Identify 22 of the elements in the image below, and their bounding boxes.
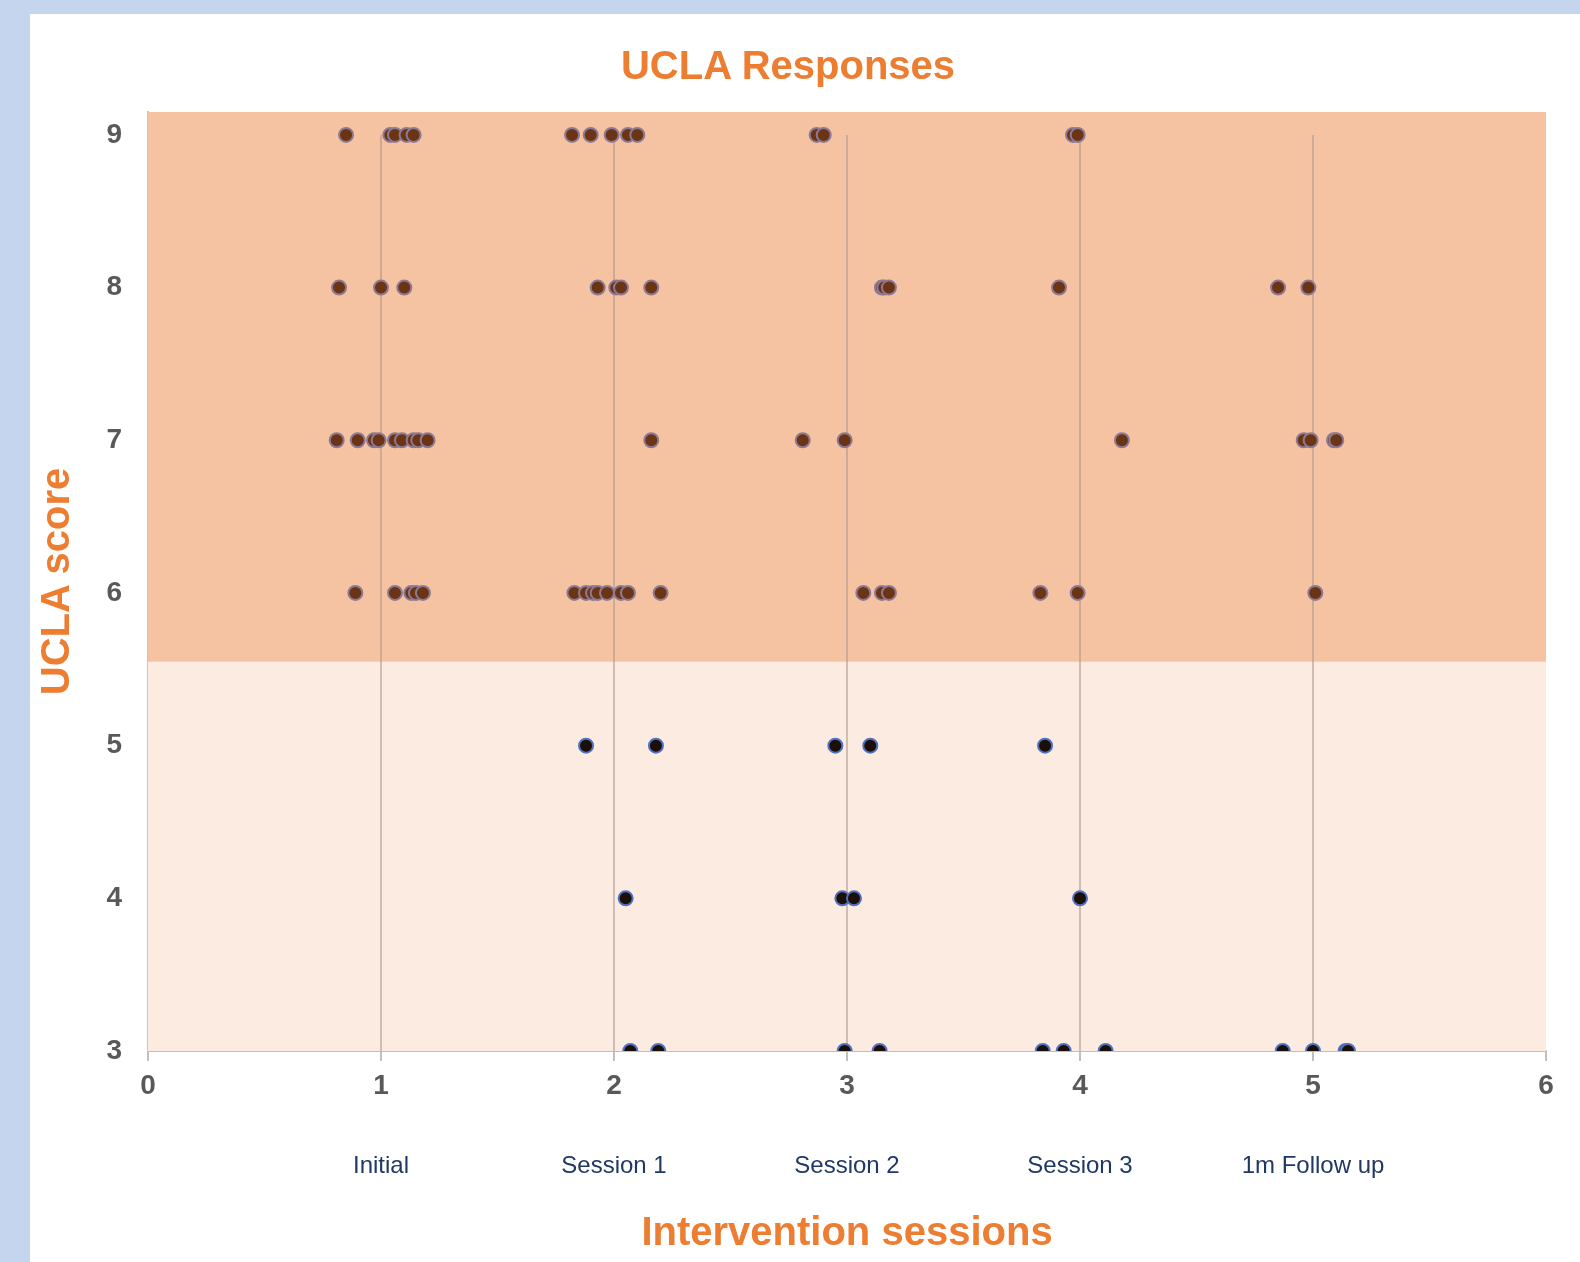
x-tick-label: 5 (1305, 1068, 1321, 1100)
y-tick-label: 7 (106, 422, 122, 454)
x-axis-title: Intervention sessions (641, 1209, 1053, 1254)
y-axis-title: UCLA score (33, 467, 78, 696)
text: 1m Follow up (1241, 1150, 1385, 1178)
y-tick-label: 4 (106, 881, 123, 913)
y-tick-label: 8 (106, 270, 122, 302)
x-tick-label: 1 (373, 1068, 389, 1100)
x-tick-label: 0 (140, 1068, 156, 1100)
text: Session 1 (561, 1150, 667, 1178)
text: Session 3 (1027, 1150, 1133, 1178)
x-tick-label: 2 (606, 1068, 622, 1100)
x-tick-label: 6 (1538, 1068, 1554, 1100)
y-tick-label: 3 (106, 1033, 122, 1065)
y-tick-label: 9 (106, 117, 122, 149)
chart-title: UCLA Responses (620, 43, 956, 88)
x-tick-label: 3 (839, 1068, 855, 1100)
x-tick-label: 4 (1072, 1068, 1089, 1100)
y-tick-label: 5 (106, 728, 122, 760)
text: Session 2 (794, 1150, 900, 1178)
text: Initial (352, 1150, 410, 1178)
y-tick-label: 6 (106, 575, 122, 607)
